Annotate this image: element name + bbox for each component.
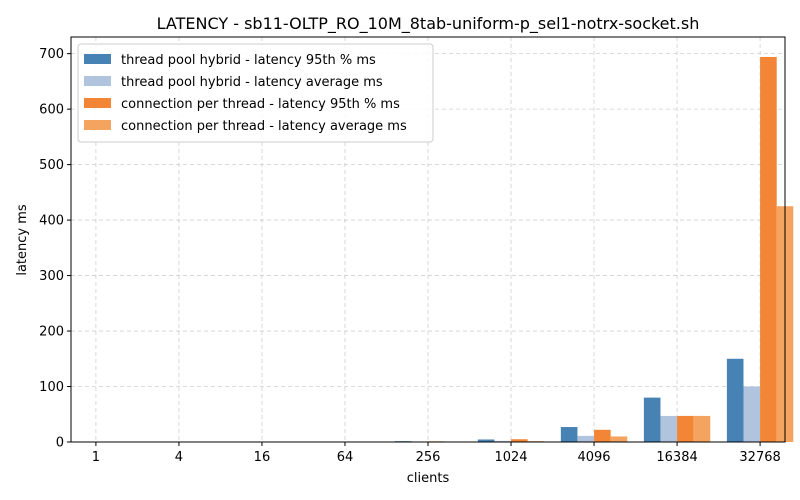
y-tick-label: 500 xyxy=(39,158,64,173)
bar-series-1 xyxy=(726,358,744,442)
legend-label: thread pool hybrid - latency 95th % ms xyxy=(121,53,376,68)
bar-series-2 xyxy=(743,386,761,442)
x-tick-label: 256 xyxy=(416,450,441,465)
x-axis-label: clients xyxy=(407,471,450,486)
bar-series-1 xyxy=(643,397,661,442)
bar-series-3 xyxy=(760,56,777,443)
legend-swatch xyxy=(84,76,111,86)
y-tick-label: 600 xyxy=(39,103,64,118)
bar-series-3 xyxy=(594,429,611,442)
legend-box xyxy=(77,43,434,143)
legend: thread pool hybrid - latency 95th % ms th… xyxy=(77,43,434,143)
bar-series-4 xyxy=(610,436,628,442)
x-tick-label: 4096 xyxy=(577,450,610,465)
y-tick-label: 200 xyxy=(39,325,64,340)
bar-series-1 xyxy=(477,439,495,442)
x-tick-label: 32768 xyxy=(739,450,780,465)
x-axis-ticks: 1 4 16 64 256 1024 4096 16384 32768 xyxy=(92,442,781,465)
legend-swatch xyxy=(84,120,111,130)
bar-series-4 xyxy=(693,415,711,442)
grid-lines xyxy=(71,37,785,443)
legend-swatch xyxy=(84,54,111,64)
bar-series-2 xyxy=(577,435,595,442)
chart-title: LATENCY - sb11-OLTP_RO_10M_8tab-uniform-… xyxy=(157,14,700,34)
x-tick-label: 64 xyxy=(337,450,354,465)
x-tick-label: 16 xyxy=(254,450,271,465)
y-tick-label: 700 xyxy=(39,47,64,62)
y-tick-label: 300 xyxy=(39,269,64,284)
y-axis-ticks: 0 100 200 300 400 500 600 700 xyxy=(39,47,71,451)
y-tick-label: 0 xyxy=(56,436,64,451)
legend-label: connection per thread - latency average … xyxy=(121,119,407,134)
y-tick-label: 100 xyxy=(39,380,64,395)
y-axis-label: latency ms xyxy=(15,204,30,276)
x-tick-label: 1 xyxy=(92,450,100,465)
bar-series-3 xyxy=(677,415,694,442)
x-tick-label: 16384 xyxy=(656,450,697,465)
legend-label: thread pool hybrid - latency average ms xyxy=(121,75,383,90)
bar-series-1 xyxy=(560,427,578,442)
bar-series-2 xyxy=(660,415,678,442)
x-tick-label: 4 xyxy=(175,450,183,465)
legend-label: connection per thread - latency 95th % m… xyxy=(121,97,400,112)
x-tick-label: 1024 xyxy=(494,450,527,465)
bar-series-3 xyxy=(511,439,528,442)
legend-swatch xyxy=(84,98,111,108)
bar-series-2 xyxy=(494,440,512,442)
y-tick-label: 400 xyxy=(39,214,64,229)
